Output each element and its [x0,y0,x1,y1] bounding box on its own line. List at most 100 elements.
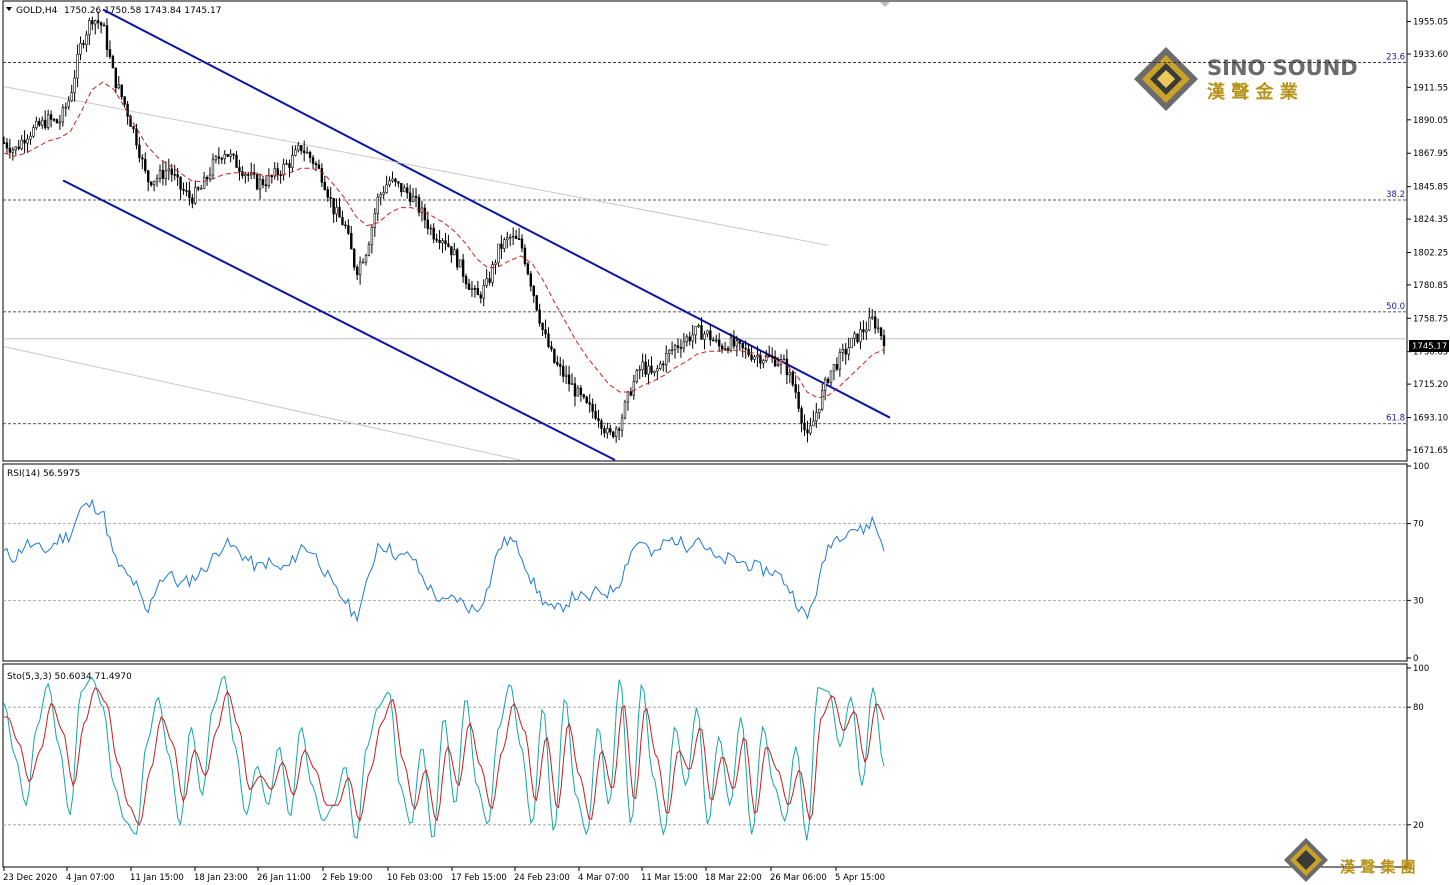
sto-tick-label: 80 [1413,703,1424,713]
shift-marker-icon[interactable] [880,2,890,7]
candle-body [79,42,82,55]
price-tick-label: 1693.10 [1413,414,1448,424]
candle-body [379,194,382,198]
candle-body [832,364,836,372]
candle-body [320,168,324,183]
candle-body [511,235,515,238]
candle-body [609,428,612,433]
candle-body [241,171,244,177]
candle-body [561,366,565,377]
candle-body [158,169,162,179]
candle-body [194,187,197,204]
candle-body [14,146,17,151]
candle-body [314,163,318,166]
candle-body [338,207,341,218]
candle-body [155,178,159,182]
brand-name-cjk: 漢 聲 金 業 [1207,81,1299,103]
candle-body [273,168,276,177]
candle-body [238,167,241,172]
brand-logo [1134,47,1198,111]
candle-body [191,197,194,204]
candle-body [52,119,56,121]
candle-body [579,387,583,396]
candle-body [591,403,594,412]
candle-body [473,288,477,290]
candle-body [414,195,418,198]
price-tick-label: 1802.25 [1413,249,1448,259]
candle-body [326,189,329,198]
candle-body [659,363,662,369]
candle-body [114,67,118,89]
candle-body [838,352,842,370]
candle-body [553,348,556,363]
candle-body [491,264,494,283]
candle-body [223,154,226,160]
candle-body [679,347,683,349]
rsi-title: RSI(14) 56.5975 [7,469,80,479]
candle-body [876,327,880,330]
sto-tick-label: 100 [1413,664,1429,674]
candle-body [44,119,47,128]
candle-body [653,370,656,374]
candle-body [570,383,574,386]
candle-body [756,355,759,358]
candle-body [17,146,20,149]
candle-body [506,237,509,241]
footer-logo [1284,838,1328,882]
candle-body [61,107,65,123]
candle-body [108,49,112,57]
candle-body [641,361,644,370]
candle-body [350,233,353,250]
time-tick-label: 24 Feb 23:00 [514,873,570,883]
time-tick-label: 26 Jan 11:00 [257,873,311,883]
candle-body [232,153,235,156]
candle-body [547,333,550,347]
candle-body [29,135,32,140]
candle-body [797,391,800,409]
candle-body [850,337,853,349]
candle-body [520,238,524,249]
candle-body [55,119,59,124]
candle-body [197,187,200,190]
candle-body [276,168,279,175]
candle-body [99,22,103,26]
candle-body [750,354,753,360]
price-tick-label: 1736.65 [1413,348,1448,358]
candle-body [26,138,29,144]
candle-body [406,187,409,194]
candle-body [400,183,403,193]
candle-body [606,428,609,434]
price-tick-label: 1758.75 [1413,314,1448,324]
candle-body [803,422,806,431]
candle-body [220,158,223,160]
candle-body [868,317,871,331]
candle-body [676,345,680,348]
candle-body [182,188,185,191]
candle-body [620,417,624,431]
candle-body [656,368,659,372]
price-tick-label: 1911.55 [1413,83,1448,93]
candle-body [882,335,886,347]
collapse-arrow-icon[interactable] [6,7,12,11]
footer-brand-cjk: 漢 聲 集 團 [1340,858,1416,876]
candle-body [217,156,221,159]
brand-name-latin: SINO SOUND [1207,56,1358,80]
candle-body [297,145,300,151]
candle-body [311,157,315,164]
candle-body [691,334,694,342]
candle-body [794,384,797,393]
candle-body [105,25,109,50]
price-tick-label: 1671.65 [1413,446,1448,456]
candle-body [826,378,830,383]
candle-body [785,358,789,376]
candle-body [264,184,268,187]
candle-body [809,425,812,434]
candle-body [144,158,147,172]
candle-body [382,192,385,195]
candle-body [285,163,288,165]
sto-tick-label: 20 [1413,821,1424,831]
candle-body [576,387,580,397]
candle-body [291,155,294,168]
candle-body [818,408,821,414]
